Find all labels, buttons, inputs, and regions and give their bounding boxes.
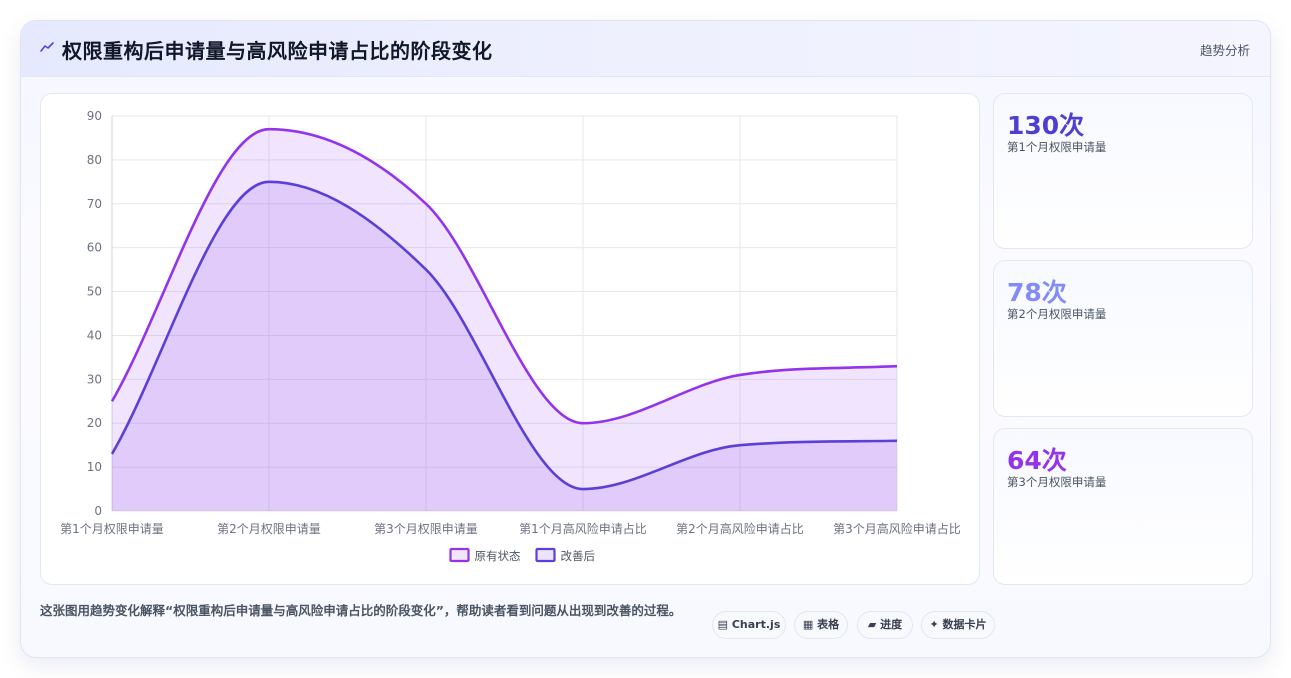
chip-datacard[interactable]: ✦ 数据卡片 <box>921 611 995 639</box>
y-tick-label: 90 <box>87 109 102 123</box>
stat-value: 64次 <box>1007 446 1067 475</box>
chip-chartjs[interactable]: ▤ Chart.js <box>712 611 786 639</box>
x-tick-label: 第1个月高风险申请占比 <box>519 521 647 536</box>
y-tick-label: 10 <box>87 460 102 474</box>
chart-title: 权限重构后申请量与高风险申请占比的阶段变化 <box>62 39 493 63</box>
card-header: 权限重构后申请量与高风险申请占比的阶段变化 趋势分析 <box>21 21 1270 77</box>
progress-icon: ▰ <box>867 618 877 631</box>
chip-label: 进度 <box>880 618 903 631</box>
y-tick-label: 20 <box>87 416 102 430</box>
y-tick-label: 0 <box>94 504 102 518</box>
stat-label: 第2个月权限申请量 <box>1007 307 1107 321</box>
legend-swatch <box>449 547 470 563</box>
legend-label: 改善后 <box>561 549 596 563</box>
y-tick-label: 40 <box>87 328 102 342</box>
y-tick-label: 30 <box>87 372 102 386</box>
chart-icon: ▤ <box>717 618 729 631</box>
y-tick-label: 80 <box>87 153 102 167</box>
chart-panel: 0 10 20 30 40 50 60 70 80 90 第1个月权限申请量 第2个月权限申请量 第3个… <box>40 93 980 585</box>
series-area-2 <box>112 181 897 511</box>
chip-progress[interactable]: ▰ 进度 <box>857 611 913 639</box>
chart-description: 这张图用趋势变化解释“权限重构后申请量与高风险申请占比的阶段变化”，帮助读者看到… <box>40 603 682 618</box>
stat-label: 第3个月权限申请量 <box>1007 475 1107 489</box>
stat-card-1: 130次 第1个月权限申请量 <box>993 93 1253 249</box>
legend-swatch <box>535 547 556 563</box>
trend-line-icon <box>40 42 54 52</box>
x-tick-label: 第1个月权限申请量 <box>60 522 164 536</box>
x-tick-label: 第3个月高风险申请占比 <box>833 521 961 536</box>
stat-card-3: 64次 第3个月权限申请量 <box>993 428 1253 585</box>
chip-label: 表格 <box>817 618 840 631</box>
header-tag: 趋势分析 <box>1199 43 1250 58</box>
stat-card-2: 78次 第2个月权限申请量 <box>993 260 1253 417</box>
x-tick-label: 第3个月权限申请量 <box>374 522 478 536</box>
x-tick-label: 第2个月高风险申请占比 <box>676 521 804 536</box>
chip-table[interactable]: ▦ 表格 <box>794 611 848 639</box>
x-tick-label: 第2个月权限申请量 <box>217 522 321 536</box>
chip-label: Chart.js <box>731 618 781 631</box>
area-chart: 0 10 20 30 40 50 60 70 80 90 第1个月权限申请量 第2个月权限申请量 第3个… <box>60 109 961 563</box>
series-area-1 <box>112 129 897 511</box>
series-line-1 <box>110 127 898 425</box>
card-icon: ✦ <box>929 618 939 631</box>
table-icon: ▦ <box>802 618 814 631</box>
stat-label: 第1个月权限申请量 <box>1007 140 1107 154</box>
y-tick-label: 60 <box>87 241 102 255</box>
stat-value: 130次 <box>1007 111 1085 140</box>
stat-value: 78次 <box>1007 278 1067 307</box>
chip-label: 数据卡片 <box>942 618 987 631</box>
y-tick-label: 70 <box>87 197 102 211</box>
series-line-2 <box>110 180 898 491</box>
y-tick-label: 50 <box>87 285 102 299</box>
chart-card: 权限重构后申请量与高风险申请占比的阶段变化 趋势分析 0 10 20 30 40 50 60… <box>20 20 1271 658</box>
legend-label: 原有状态 <box>475 549 521 563</box>
